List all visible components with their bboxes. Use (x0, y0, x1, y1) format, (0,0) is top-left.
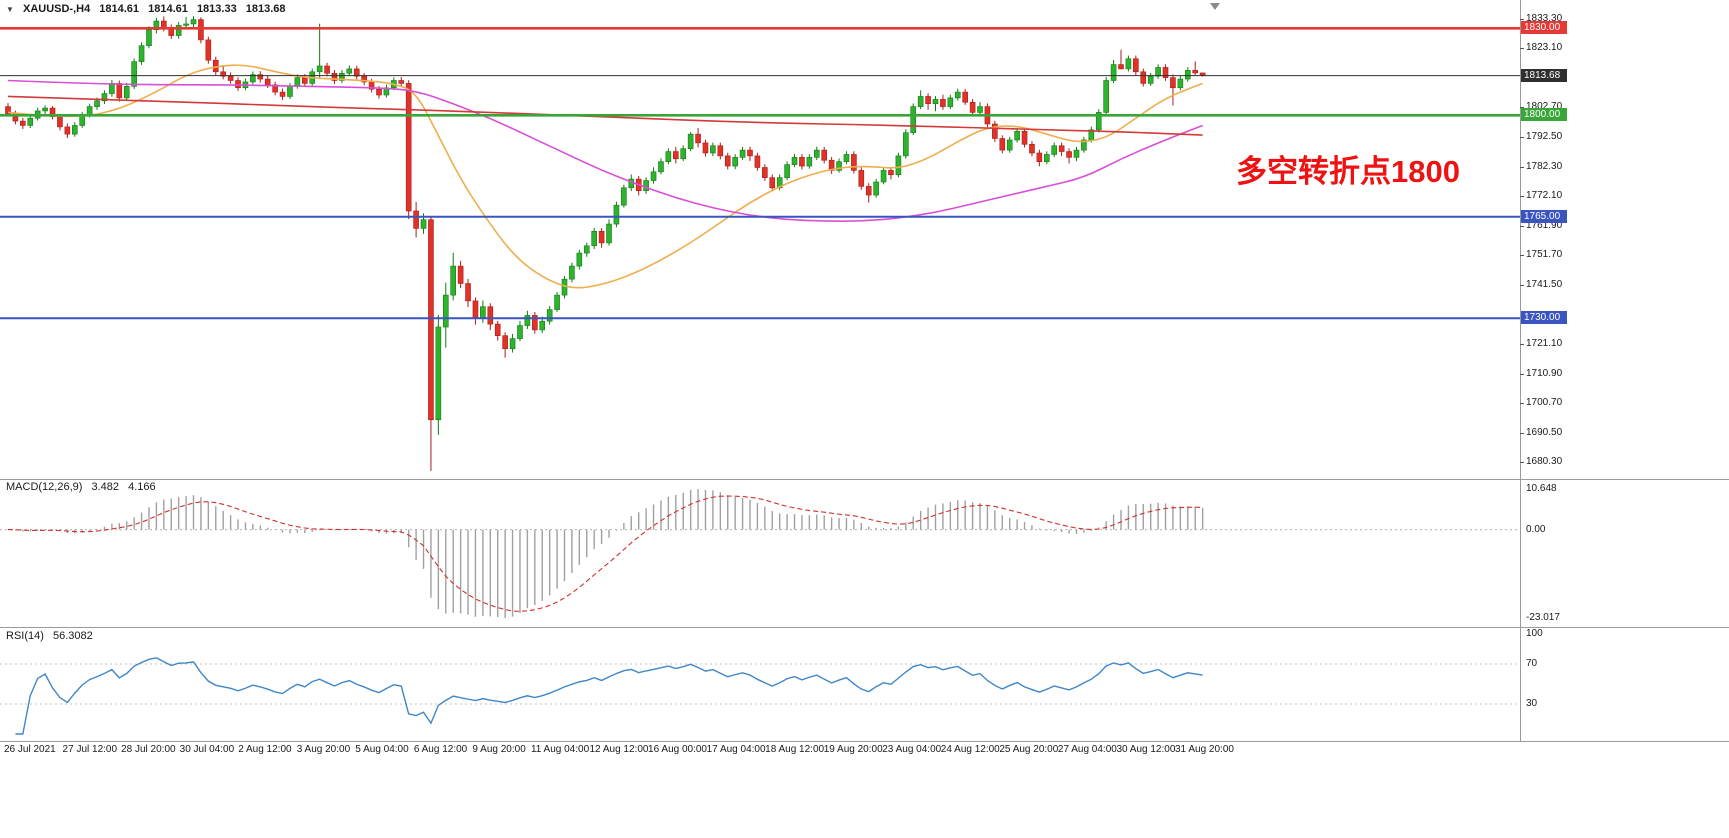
ma-line-medium-magenta (7, 79, 1203, 222)
price-badge-1813.68: 1813.68 (1521, 68, 1567, 82)
price-axis-tick (1520, 107, 1524, 109)
price-tick-label: 1761.90 (1526, 219, 1563, 231)
price-tick-label: 1680.30 (1526, 456, 1563, 468)
price-tick-label: 1833.30 (1526, 12, 1563, 24)
price-badge-1830.00: 1830.00 (1521, 21, 1567, 35)
ohlc-high: 1814.61 (148, 3, 188, 15)
panel-separator-rsi-time (0, 741, 1729, 742)
price-tick-label: 1721.10 (1526, 338, 1563, 350)
chart-menu-icon[interactable]: ▼ (6, 4, 14, 14)
rsi-axis-label: 100 (1526, 628, 1543, 639)
time-label: 26 Jul 2021 (4, 744, 56, 755)
price-axis-tick (1520, 255, 1524, 257)
price-axis-tick (1520, 373, 1524, 375)
price-scale-border (1520, 0, 1521, 741)
price-axis-tick (1520, 137, 1524, 139)
rsi-value: 56.3082 (52, 630, 93, 642)
ohlc-open: 1814.61 (99, 3, 140, 15)
macd-axis-min-label: -23.017 (1526, 612, 1560, 623)
time-label: 12 Aug 12:00 (589, 744, 649, 755)
time-label: 5 Aug 04:00 (355, 744, 409, 755)
price-tick-label: 1700.70 (1526, 397, 1563, 409)
symbol-period-label: XAUUSD-,H4 (22, 3, 91, 15)
ohlc-close: 1813.68 (245, 3, 286, 15)
time-label: 16 Aug 00:00 (648, 744, 707, 755)
price-axis-tick (1520, 462, 1524, 464)
price-tick-label: 1802.70 (1526, 101, 1563, 113)
price-tick-label: 1792.50 (1526, 131, 1563, 143)
time-label: 31 Aug 20:00 (1175, 744, 1234, 755)
candles-layer[interactable] (5, 16, 1206, 471)
ohlc-low: 1813.33 (196, 3, 237, 15)
price-tick-label: 1741.50 (1526, 278, 1563, 290)
chart-shift-marker-icon[interactable] (1210, 3, 1220, 10)
macd-signal-line (7, 495, 1203, 612)
price-axis-tick (1520, 403, 1524, 405)
macd-axis-max-label: 10.648 (1526, 483, 1557, 494)
macd-signal-value: 4.166 (128, 481, 156, 493)
price-axis-tick (1520, 18, 1524, 20)
time-label: 2 Aug 12:00 (238, 744, 292, 755)
price-badge-1800.00: 1800.00 (1521, 108, 1567, 122)
macd-axis-zero-label: 0.00 (1526, 523, 1546, 535)
price-axis-tick (1520, 225, 1524, 227)
rsi-axis-label: 30 (1526, 698, 1538, 709)
price-tick-label: 1690.50 (1526, 426, 1563, 438)
price-axis-tick (1520, 284, 1524, 286)
time-label: 25 Aug 20:00 (999, 744, 1059, 755)
ma-line-slow-red (7, 95, 1203, 136)
time-label: 30 Aug 12:00 (1116, 744, 1176, 755)
time-label: 27 Aug 04:00 (1057, 744, 1117, 755)
panel-separator-macd-rsi[interactable] (0, 627, 1729, 628)
time-label: 11 Aug 04:00 (530, 744, 590, 755)
rsi-axis-label: 70 (1526, 658, 1538, 669)
macd-title: MACD(12,26,9) (6, 481, 83, 493)
rsi-line (15, 657, 1203, 735)
time-label: 23 Aug 04:00 (882, 744, 942, 755)
time-label: 9 Aug 20:00 (472, 744, 526, 755)
price-axis-tick (1520, 166, 1524, 168)
time-label: 27 Jul 12:00 (62, 744, 118, 755)
price-axis-tick (1520, 48, 1524, 50)
macd-main-value: 3.482 (91, 481, 120, 493)
price-axis-tick (1520, 196, 1524, 198)
macd-indicator-header: MACD(12,26,9) 3.482 4.166 (6, 481, 162, 493)
rsi-title: RSI(14) (6, 630, 44, 642)
panel-separator-main-macd[interactable] (0, 479, 1729, 480)
price-axis-tick (1520, 344, 1524, 346)
price-badge-1765.00: 1765.00 (1521, 209, 1567, 223)
price-tick-label: 1751.70 (1526, 249, 1563, 261)
price-badge-1730.00: 1730.00 (1521, 311, 1567, 325)
macd-histogram-layer (14, 489, 1204, 618)
time-label: 24 Aug 12:00 (940, 744, 1000, 755)
ma-line-fast-orange (7, 64, 1203, 289)
time-label: 3 Aug 20:00 (296, 744, 351, 755)
price-axis-tick (1520, 432, 1524, 434)
price-tick-label: 1710.90 (1526, 367, 1563, 379)
rsi-indicator-header: RSI(14) 56.3082 (6, 630, 99, 642)
time-label: 28 Jul 20:00 (121, 744, 176, 755)
time-label: 18 Aug 12:00 (765, 744, 825, 755)
annotation-text: 多空转折点1800 (1236, 154, 1460, 189)
time-label: 30 Jul 04:00 (179, 744, 235, 755)
symbol-ohlc-header: ▼ XAUUSD-,H4 1814.61 1814.61 1813.33 181… (6, 3, 292, 15)
price-tick-label: 1782.30 (1526, 160, 1563, 172)
time-label: 17 Aug 04:00 (706, 744, 766, 755)
time-label: 19 Aug 20:00 (823, 744, 883, 755)
price-tick-label: 1823.10 (1526, 42, 1563, 54)
price-tick-label: 1772.10 (1526, 190, 1563, 202)
time-label: 6 Aug 12:00 (413, 744, 468, 755)
